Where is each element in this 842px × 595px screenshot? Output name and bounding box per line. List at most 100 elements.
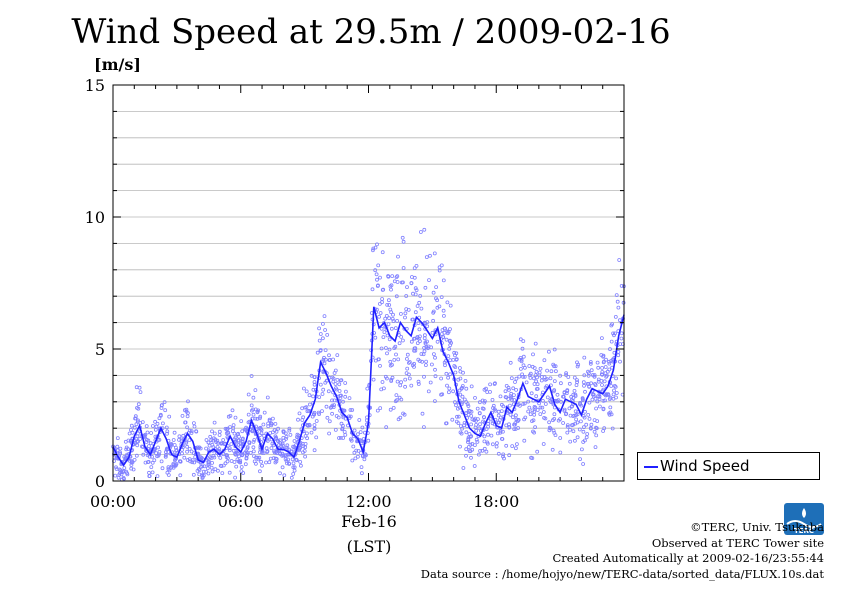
data-point xyxy=(448,303,453,308)
data-point xyxy=(612,333,616,338)
data-point xyxy=(343,432,348,437)
data-point xyxy=(173,457,178,462)
data-point xyxy=(233,415,238,420)
data-point xyxy=(211,453,216,458)
data-point xyxy=(376,263,381,268)
data-point xyxy=(228,425,232,430)
data-point xyxy=(246,392,251,397)
data-point xyxy=(360,425,365,430)
data-point xyxy=(561,394,566,399)
data-point xyxy=(492,407,497,412)
data-point xyxy=(486,424,491,429)
data-point xyxy=(380,288,385,292)
data-point xyxy=(555,399,560,404)
data-point xyxy=(496,420,501,425)
data-point xyxy=(431,318,436,323)
data-point xyxy=(271,443,276,448)
data-point xyxy=(541,398,545,403)
data-point xyxy=(469,409,474,414)
data-point xyxy=(499,409,504,414)
data-point xyxy=(428,380,433,385)
data-point xyxy=(585,381,590,386)
data-point xyxy=(575,364,580,369)
data-point xyxy=(389,379,394,383)
data-point xyxy=(417,359,422,364)
data-point xyxy=(529,391,534,396)
data-point xyxy=(220,471,225,476)
data-point xyxy=(500,429,505,434)
data-point xyxy=(416,379,421,384)
data-point xyxy=(264,460,268,465)
data-point xyxy=(145,460,150,465)
data-point xyxy=(509,376,514,381)
data-point xyxy=(582,355,587,360)
data-point xyxy=(376,283,380,288)
data-point xyxy=(542,358,547,363)
data-point xyxy=(424,255,429,260)
data-point xyxy=(255,416,260,421)
data-point xyxy=(579,403,584,408)
data-point xyxy=(323,348,328,353)
data-point xyxy=(477,426,482,431)
data-point xyxy=(300,406,305,411)
data-point xyxy=(330,411,335,416)
data-point xyxy=(200,473,205,478)
data-point xyxy=(209,456,214,461)
data-point xyxy=(504,443,509,448)
data-point xyxy=(612,388,616,393)
data-point xyxy=(458,376,463,381)
data-point xyxy=(533,405,538,410)
data-point xyxy=(291,444,296,449)
data-point xyxy=(230,408,235,413)
data-point xyxy=(207,443,212,448)
data-point xyxy=(520,372,524,377)
data-point xyxy=(412,361,417,366)
data-point xyxy=(602,379,607,384)
data-point xyxy=(452,400,457,405)
data-point xyxy=(584,422,589,427)
data-point xyxy=(619,283,624,288)
data-point xyxy=(315,350,320,355)
data-point xyxy=(524,380,529,385)
data-point xyxy=(521,354,526,359)
data-point xyxy=(613,384,618,389)
data-point xyxy=(403,315,407,320)
data-point xyxy=(181,433,186,438)
data-point xyxy=(350,408,355,412)
data-point xyxy=(564,373,568,377)
data-point xyxy=(304,389,309,394)
data-point xyxy=(291,461,296,466)
data-point xyxy=(589,368,594,373)
data-point xyxy=(494,441,499,446)
data-point xyxy=(390,316,395,321)
data-point xyxy=(244,456,249,461)
data-point xyxy=(163,454,168,459)
data-point xyxy=(233,452,238,457)
data-point xyxy=(375,242,379,247)
data-point xyxy=(149,465,154,470)
data-point xyxy=(327,353,331,358)
data-point xyxy=(588,361,593,366)
credit-created: Created Automatically at 2009-02-16/23:5… xyxy=(552,551,825,565)
data-point xyxy=(593,445,598,450)
data-point xyxy=(587,371,591,376)
data-point xyxy=(253,388,258,393)
data-point xyxy=(600,383,604,387)
data-point xyxy=(380,380,385,384)
data-point xyxy=(304,405,309,410)
data-point xyxy=(332,403,337,408)
data-point xyxy=(399,334,404,339)
data-point xyxy=(126,447,131,451)
data-point xyxy=(402,412,407,417)
data-point xyxy=(323,328,328,332)
data-point xyxy=(206,462,211,467)
data-point xyxy=(389,287,393,292)
data-point xyxy=(592,429,597,434)
data-point xyxy=(491,403,496,408)
data-point xyxy=(394,352,398,357)
data-point xyxy=(518,355,523,360)
data-point xyxy=(527,373,532,378)
y-tick-label: 15 xyxy=(85,76,105,95)
data-point xyxy=(582,373,587,378)
data-point xyxy=(405,352,410,357)
